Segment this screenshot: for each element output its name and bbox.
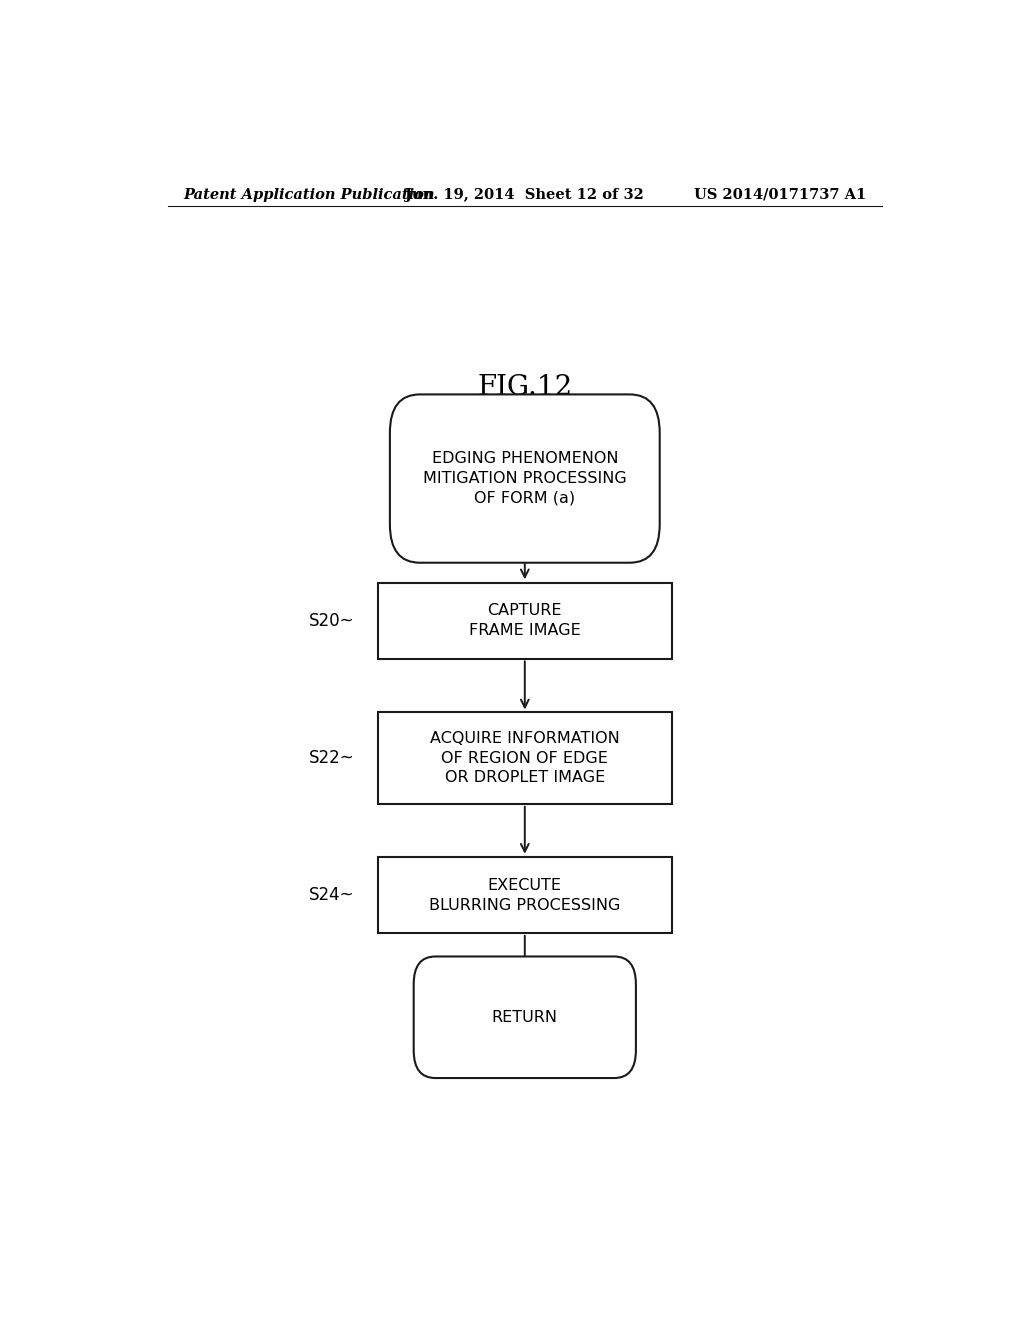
Text: S20~: S20~ xyxy=(308,612,354,630)
FancyBboxPatch shape xyxy=(390,395,659,562)
FancyBboxPatch shape xyxy=(414,957,636,1078)
Text: CAPTURE
FRAME IMAGE: CAPTURE FRAME IMAGE xyxy=(469,603,581,639)
Text: US 2014/0171737 A1: US 2014/0171737 A1 xyxy=(694,187,866,202)
Text: ACQUIRE INFORMATION
OF REGION OF EDGE
OR DROPLET IMAGE: ACQUIRE INFORMATION OF REGION OF EDGE OR… xyxy=(430,731,620,785)
Text: S22~: S22~ xyxy=(308,748,354,767)
Text: FIG.12: FIG.12 xyxy=(477,374,572,400)
Bar xyxy=(378,582,672,659)
Bar xyxy=(378,713,672,804)
Text: EXECUTE
BLURRING PROCESSING: EXECUTE BLURRING PROCESSING xyxy=(429,878,621,912)
Text: RETURN: RETURN xyxy=(492,1010,558,1024)
Text: Patent Application Publication: Patent Application Publication xyxy=(183,187,435,202)
Text: Jun. 19, 2014  Sheet 12 of 32: Jun. 19, 2014 Sheet 12 of 32 xyxy=(406,187,644,202)
Bar xyxy=(378,857,672,933)
Text: EDGING PHENOMENON
MITIGATION PROCESSING
OF FORM (a): EDGING PHENOMENON MITIGATION PROCESSING … xyxy=(423,451,627,506)
Text: S24~: S24~ xyxy=(308,886,354,904)
